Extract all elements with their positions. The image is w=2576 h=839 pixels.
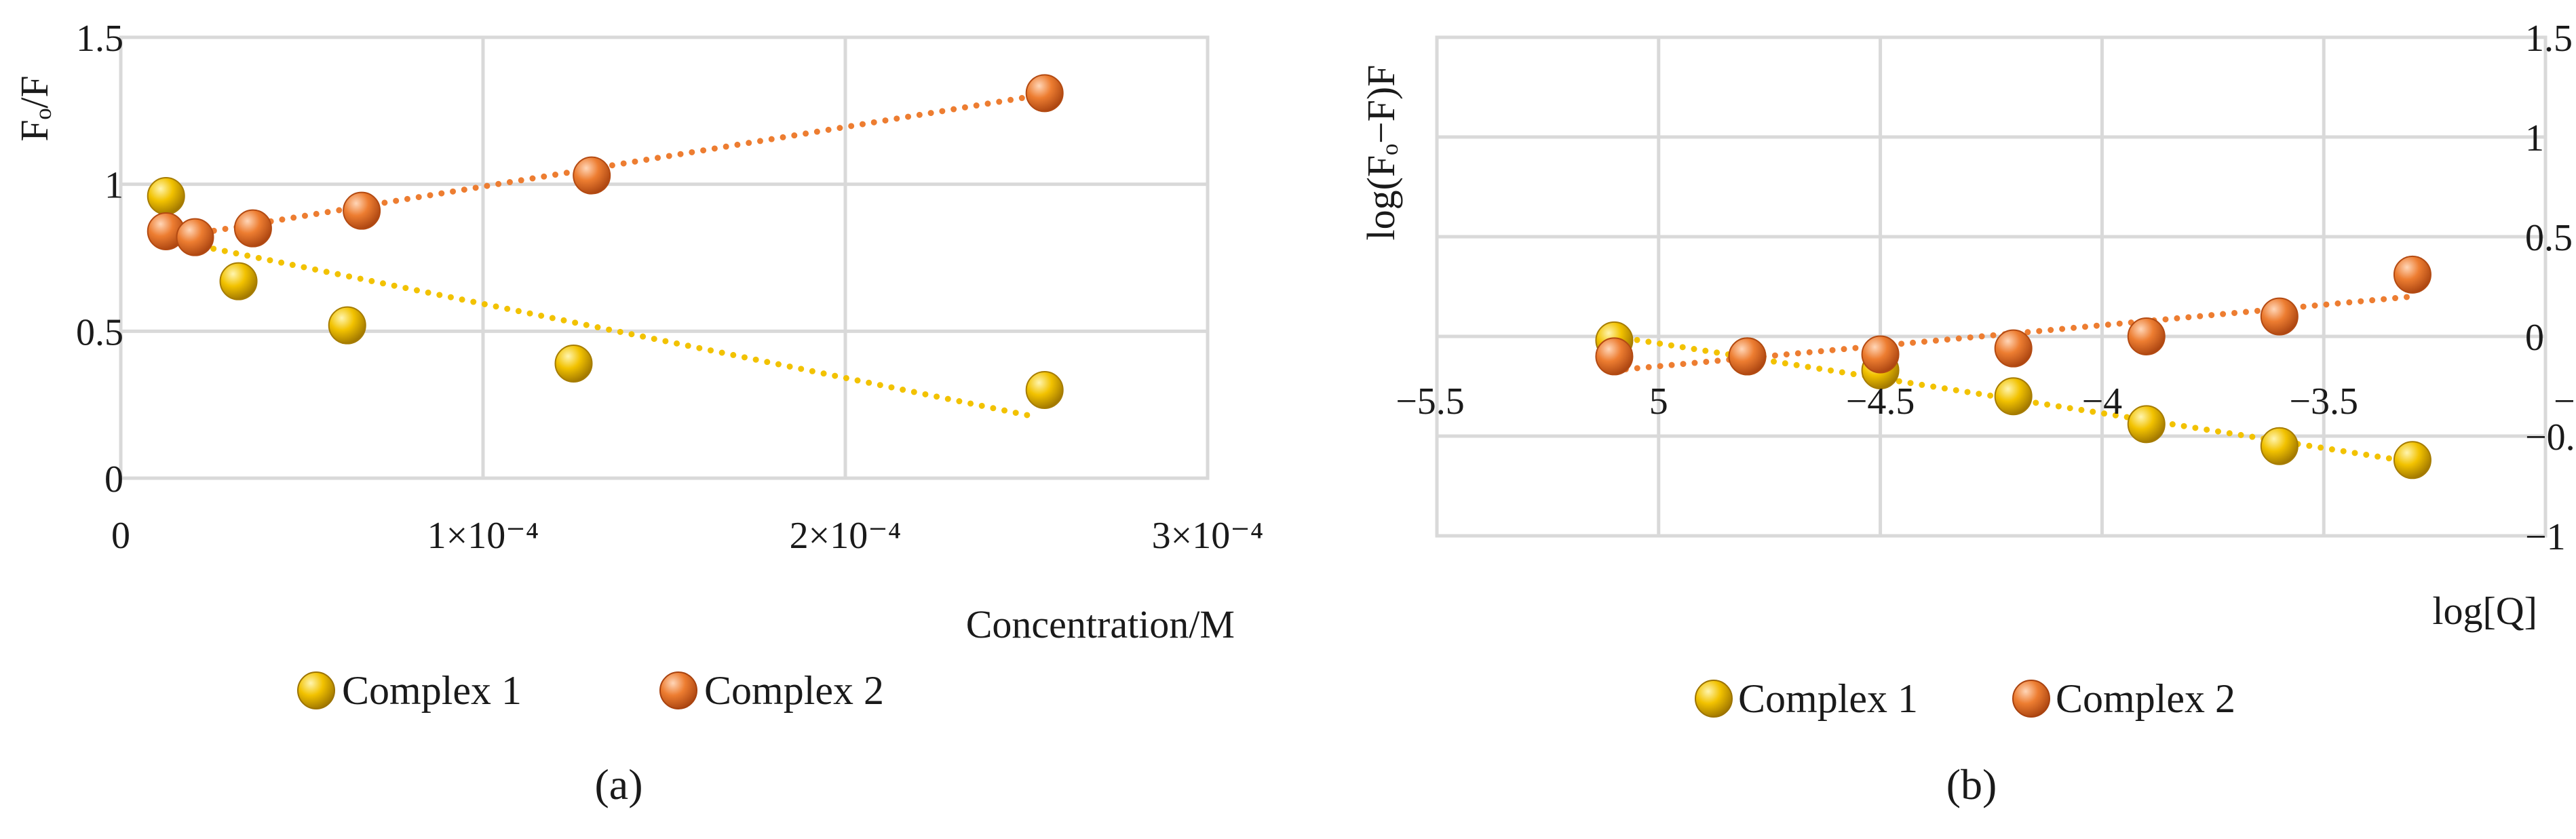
chart-b-y-tick-label: −0.5 — [2525, 416, 2576, 458]
chart-b-point-complex-1 — [2128, 406, 2165, 442]
chart-a: 0 1×10⁻⁴ 2×10⁻⁴ 3×10⁻⁴ 0 0.5 1 1.5 Concentratio… — [12, 18, 1263, 808]
chart-b-point-complex-2 — [2394, 256, 2431, 293]
chart-b-y-axis-label: log(Fₒ−F)F — [1359, 65, 1403, 241]
chart-a-x-axis-label: Concentration/M — [966, 602, 1235, 646]
chart-b-legend-label-complex-1: Complex 1 — [1738, 676, 1918, 721]
chart-a-points — [148, 75, 1063, 408]
chart-b-y-tick-label: 1 — [2525, 117, 2544, 159]
chart-a-trendline-complex-1 — [157, 237, 1033, 416]
chart-a-legend-marker-complex-1 — [298, 672, 334, 709]
chart-b-point-complex-2 — [1729, 338, 1766, 374]
chart-a-point-complex-2 — [573, 157, 610, 194]
chart-b-legend: Complex 1 Complex 2 — [1695, 676, 2235, 721]
chart-a-y-tick-label: 0.5 — [76, 311, 123, 353]
chart-a-point-complex-1 — [329, 307, 366, 344]
chart-b-point-complex-2 — [1596, 338, 1632, 374]
chart-a-x-tick-label: 1×10⁻⁴ — [427, 515, 539, 557]
chart-a-point-complex-2 — [1026, 75, 1063, 111]
chart-a-point-complex-1 — [220, 263, 257, 300]
chart-b-x-tick-label: −4 — [2082, 381, 2123, 423]
chart-a-point-complex-1 — [148, 178, 185, 214]
chart-a-trendlines — [157, 96, 1033, 416]
chart-b-point-complex-1 — [1995, 378, 2032, 414]
chart-a-legend-label-complex-1: Complex 1 — [342, 668, 522, 713]
chart-b-legend-marker-complex-1 — [1695, 680, 1732, 717]
chart-b-caption: (b) — [1946, 760, 1997, 808]
chart-b-point-complex-2 — [1995, 330, 2032, 367]
chart-b-plot-frame — [1437, 37, 2545, 536]
chart-b-x-tick-label: 5 — [1649, 381, 1668, 423]
chart-b-y-tick-label: −1 — [2525, 516, 2566, 558]
chart-a-y-tick-label: 1 — [104, 165, 123, 207]
chart-a-x-tick-label: 0 — [111, 515, 130, 557]
chart-a-point-complex-1 — [1026, 372, 1063, 408]
chart-a-point-complex-1 — [556, 345, 592, 382]
chart-a-point-complex-2 — [343, 193, 380, 229]
chart-b-x-axis-label: log[Q] — [2432, 589, 2537, 633]
chart-b-point-complex-1 — [2394, 442, 2431, 478]
chart-b-y-tick-label: 1.5 — [2525, 18, 2573, 60]
chart-a-legend-marker-complex-2 — [660, 672, 697, 709]
chart-b-point-complex-2 — [1862, 336, 1899, 372]
chart-b-points — [1596, 256, 2430, 478]
chart-a-x-tick-label: 3×10⁻⁴ — [1152, 515, 1264, 557]
figure: 0 1×10⁻⁴ 2×10⁻⁴ 3×10⁻⁴ 0 0.5 1 1.5 Concentratio… — [0, 0, 2576, 839]
chart-a-caption: (a) — [594, 760, 642, 808]
chart-b-point-complex-1 — [2261, 428, 2298, 465]
chart-a-legend: Complex 1 Complex 2 — [298, 668, 884, 713]
chart-b-point-complex-2 — [2261, 298, 2298, 335]
chart-b-x-tick-label: −4.5 — [1846, 381, 1915, 423]
chart-b-x-tick-label: −3.5 — [2289, 381, 2358, 423]
chart-b-gridlines — [1437, 37, 2545, 536]
chart-a-y-axis-label: Fₒ/F — [12, 75, 56, 141]
chart-b-legend-marker-complex-2 — [2013, 680, 2050, 717]
chart-a-y-tick-label: 1.5 — [76, 18, 123, 60]
chart-b-x-tick-label: −5.5 — [1396, 381, 1465, 423]
chart-b-point-complex-2 — [2128, 318, 2165, 355]
chart-b-legend-label-complex-2: Complex 2 — [2056, 676, 2235, 721]
chart-a-legend-label-complex-2: Complex 2 — [704, 668, 884, 713]
chart-a-x-tick-label: 2×10⁻⁴ — [790, 515, 902, 557]
chart-a-point-complex-2 — [176, 219, 213, 256]
chart-b: −5.55−4.5−4−3.5−3−1−0.500.511.5 log[Q] l… — [1359, 18, 2576, 808]
chart-b-y-tick-label: 0.5 — [2525, 217, 2573, 259]
chart-a-y-tick-label: 0 — [104, 458, 123, 501]
chart-a-point-complex-2 — [235, 210, 271, 247]
chart-b-y-tick-label: 0 — [2525, 317, 2544, 359]
